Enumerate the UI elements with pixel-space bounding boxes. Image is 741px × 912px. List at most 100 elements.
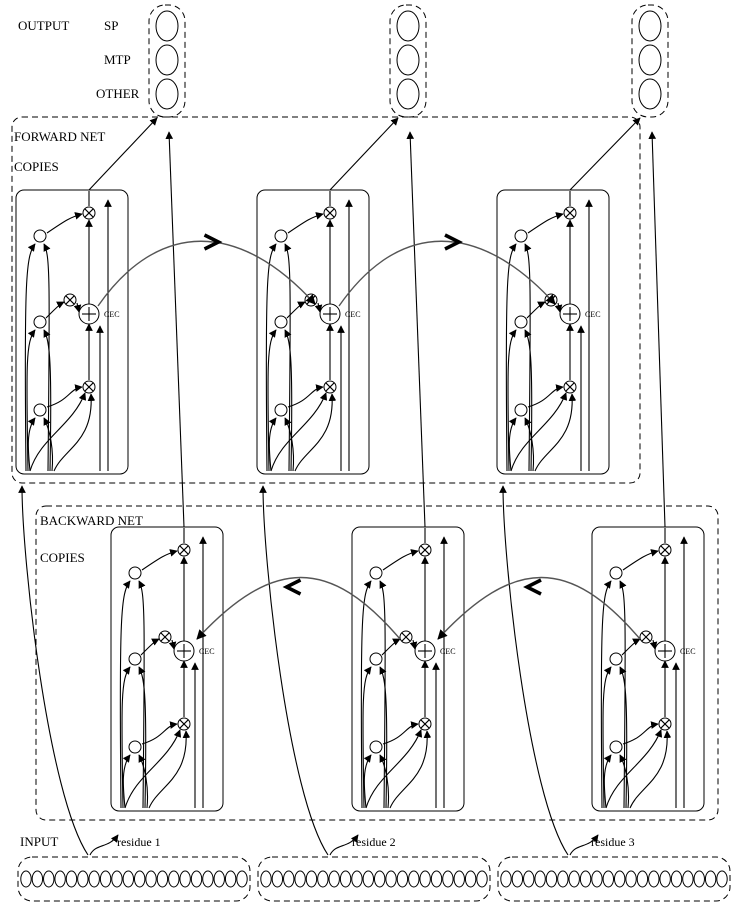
- backward-cell-1-feed-d: [148, 730, 191, 809]
- forward-cell-1-feed-d: [53, 393, 96, 472]
- residue-label-2: residue 2: [352, 835, 396, 849]
- backward-cell-2-mult-x: [401, 632, 411, 642]
- class-label-mtp: MTP: [104, 52, 131, 67]
- input-unit: [693, 870, 705, 888]
- forward-cell-1-og-link: [46, 212, 83, 234]
- input-unit: [568, 870, 580, 888]
- forward-cell-3-cec-label: CEC: [585, 310, 601, 319]
- backward-cell-2-gate-3: [369, 740, 383, 754]
- input-unit: [328, 870, 340, 888]
- input-group-1: [17, 856, 251, 902]
- output-unit-3-3: [638, 78, 662, 110]
- forward-cell-2-cec-label: CEC: [345, 310, 361, 319]
- forward-cell-1-ig-link: [46, 384, 83, 408]
- backward-cell-2-feed-a: [360, 580, 372, 809]
- input-unit: [133, 870, 146, 888]
- input-unit: [670, 870, 683, 888]
- input-unit: [145, 870, 157, 888]
- backward-cell-2-cec-label: CEC: [440, 647, 456, 656]
- forward-cell-1-feed-a: [27, 417, 36, 472]
- input-unit: [271, 870, 284, 888]
- input-unit: [260, 870, 272, 888]
- backward-recurrent-2: [437, 577, 641, 640]
- forward-cell-3-og-link: [527, 212, 564, 234]
- forward-net-label: FORWARD NET: [14, 129, 105, 144]
- backward-cell-3-feed-a: [603, 754, 612, 809]
- backward-cell-1-mm-cec: [168, 639, 177, 650]
- input-unit: [213, 870, 225, 888]
- forward-cell-3-feed-a: [507, 329, 517, 472]
- backward-cell-3-ig-link: [622, 721, 659, 745]
- backward-cell-2-ig-link: [382, 721, 419, 745]
- backward-net-region: [35, 505, 719, 821]
- backward-cell-3-cec-label: CEC: [680, 647, 696, 656]
- input-to-backward-3: [569, 834, 599, 856]
- input-to-forward-3: [499, 485, 569, 856]
- backward-cell-1-mult-x: [160, 632, 170, 642]
- output-group-3: [631, 4, 669, 118]
- backward-cell-3-feed-b: [619, 580, 627, 809]
- backward-cell-2-gate-1: [369, 566, 383, 580]
- backward-cell-1-feed-b: [138, 754, 149, 809]
- input-unit: [362, 870, 375, 888]
- backward-cell-3-mult-x: [641, 632, 651, 642]
- input-unit: [43, 870, 55, 888]
- backward-to-output-2: [406, 131, 426, 528]
- forward-cell-2: CEC: [256, 189, 370, 475]
- input-unit: [111, 870, 123, 888]
- forward-cell-1-cec-label: CEC: [104, 310, 120, 319]
- input-unit: [453, 870, 465, 888]
- forward-cell-1-gate-1: [33, 229, 47, 243]
- forward-cell-3-gate-3: [514, 403, 528, 417]
- forward-cell-2-feed-a: [265, 243, 277, 472]
- backward-cell-3: CEC: [591, 526, 705, 812]
- input-unit: [523, 870, 535, 888]
- input-unit: [294, 870, 306, 888]
- forward-cell-2-mm-cec: [314, 302, 323, 313]
- input-unit: [534, 870, 546, 888]
- input-unit: [464, 870, 477, 888]
- backward-cell-2-og-link: [382, 549, 419, 571]
- input-unit: [602, 870, 615, 888]
- class-label-sp: SP: [104, 18, 118, 33]
- forward-cell-3-mult-x: [565, 382, 575, 392]
- forward-recurrent-1: [97, 240, 316, 307]
- residue-label-1: residue 1: [117, 835, 161, 849]
- backward-cell-3-mult-x: [660, 719, 670, 729]
- connections-layer: [17, 4, 731, 902]
- forward-cell-1-gate-3: [33, 403, 47, 417]
- forward-cell-1-feed-b: [43, 243, 51, 472]
- forward-cell-3-feed-d: [534, 393, 577, 472]
- forward-cell-2-mult-x: [325, 208, 335, 218]
- forward-to-output-2: [329, 117, 399, 191]
- forward-cell-3-gate-2: [514, 315, 528, 329]
- input-unit: [317, 870, 329, 888]
- input-unit: [625, 870, 637, 888]
- backward-cell-2: CEC: [351, 526, 465, 812]
- input-unit: [659, 870, 671, 888]
- output-unit-1-1: [155, 10, 179, 42]
- output-unit-2-3: [396, 78, 420, 110]
- input-unit: [442, 870, 454, 888]
- backward-cell-2-feed-a: [362, 666, 372, 809]
- forward-cell-3-box: [496, 189, 610, 475]
- backward-cell-2-feed-b: [379, 580, 387, 809]
- output-label: OUTPUT: [18, 18, 69, 33]
- backward-recurrent-1: [196, 577, 401, 640]
- output-group-1: [148, 4, 186, 118]
- input-unit: [511, 870, 524, 888]
- backward-cell-3-feed-a: [602, 666, 612, 809]
- input-unit: [430, 870, 443, 888]
- input-unit: [31, 870, 44, 888]
- forward-copies-label: COPIES: [14, 159, 59, 174]
- forward-cell-1-feed-b: [43, 417, 54, 472]
- input-unit: [385, 870, 397, 888]
- input-unit: [224, 870, 237, 888]
- backward-net-label: BACKWARD NET: [40, 513, 143, 528]
- input-group-3: [497, 856, 731, 902]
- input-unit: [396, 870, 409, 888]
- forward-cell-1-mult-x: [84, 382, 94, 392]
- input-unit: [77, 870, 89, 888]
- output-group-2: [389, 4, 427, 118]
